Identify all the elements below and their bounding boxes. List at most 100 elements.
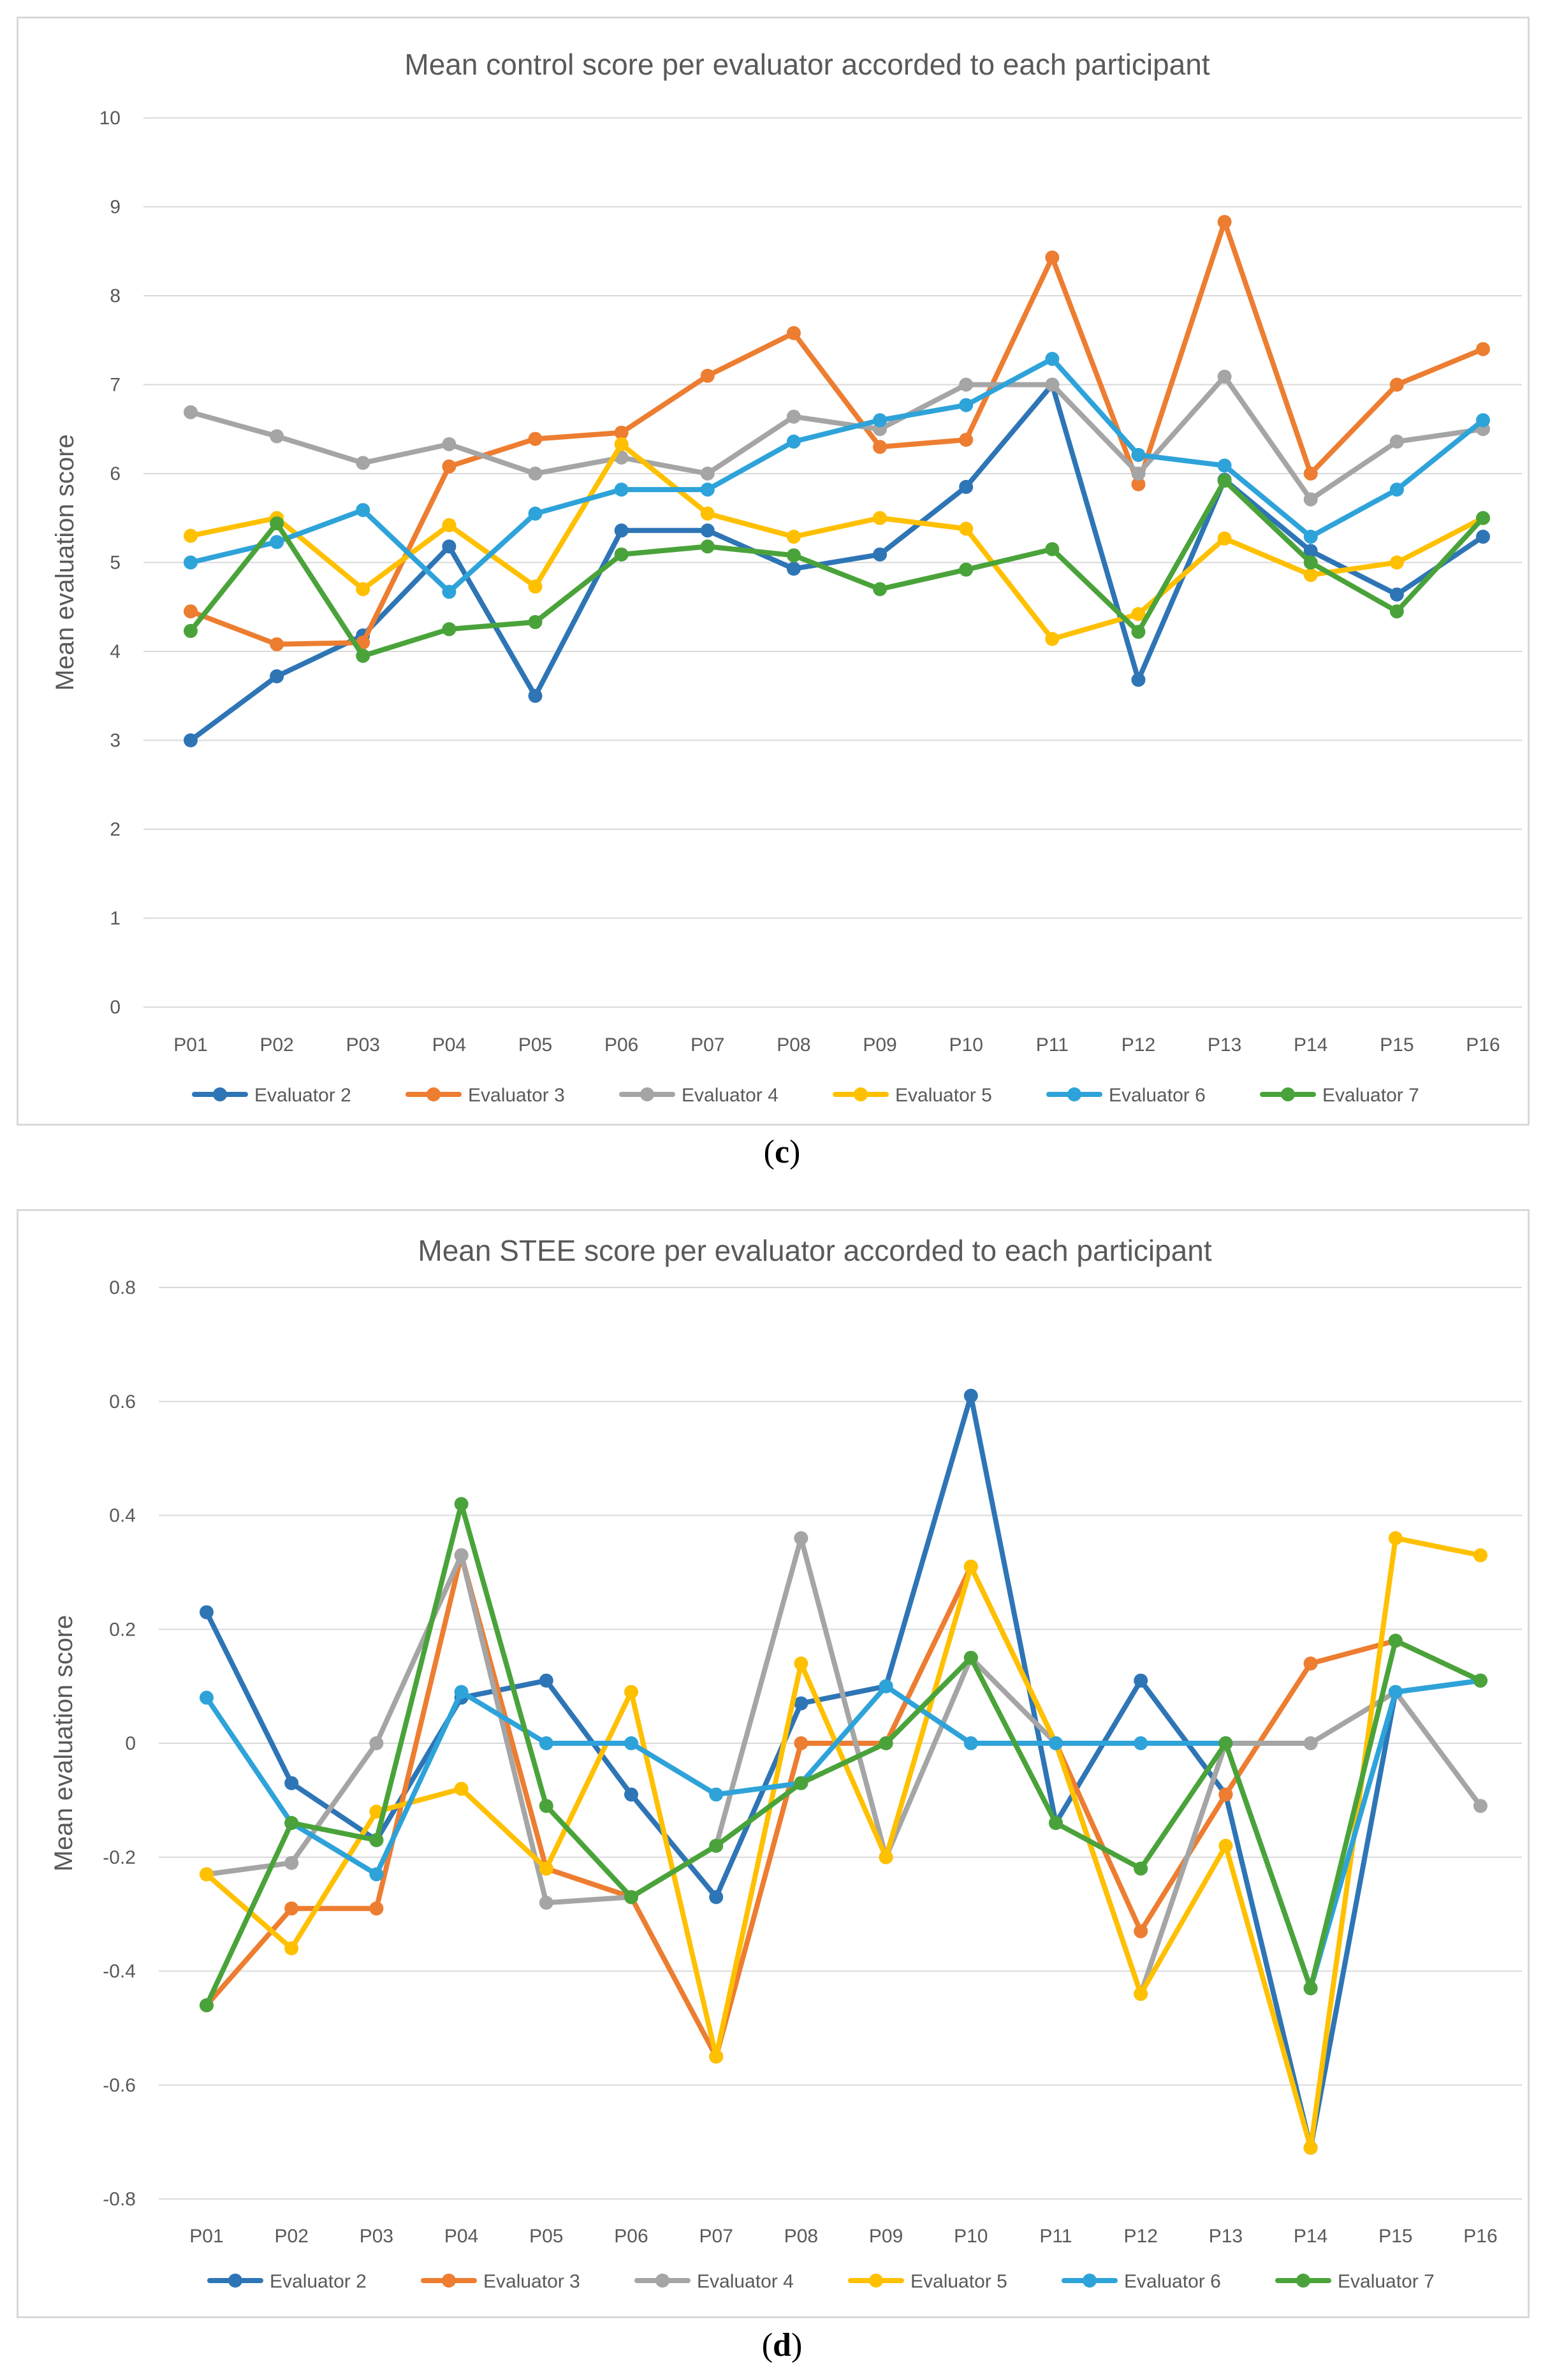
y-tick-label: 1 <box>110 908 121 929</box>
x-tick-label: P15 <box>1378 2226 1412 2247</box>
data-point <box>369 1832 384 1847</box>
data-point <box>1217 474 1232 488</box>
data-point <box>442 584 457 599</box>
data-point <box>1473 1799 1487 1813</box>
data-point <box>1134 1924 1148 1938</box>
data-point <box>614 523 629 538</box>
y-tick-label: 6 <box>110 463 121 484</box>
series-line-evaluator-3 <box>204 1553 1483 2059</box>
legend-label: Evaluator 4 <box>682 1085 778 1106</box>
y-tick-label: 3 <box>110 730 121 751</box>
legend-label: Evaluator 5 <box>910 2271 1007 2292</box>
x-tick-label: P07 <box>691 1034 724 1056</box>
y-axis-label: Mean evaluation score <box>50 1615 78 1871</box>
data-point <box>528 467 543 481</box>
data-point <box>700 506 715 521</box>
data-point <box>1303 1981 1318 1996</box>
legend-label: Evaluator 5 <box>895 1085 992 1106</box>
data-point <box>873 440 888 454</box>
data-point <box>1045 250 1060 265</box>
caption-c-letter: c <box>774 1134 790 1170</box>
data-point <box>528 432 543 446</box>
data-point <box>700 467 715 481</box>
data-point <box>1134 1987 1148 2001</box>
data-point <box>786 530 801 544</box>
legend-label: Evaluator 3 <box>483 2271 580 2292</box>
data-point <box>270 637 284 651</box>
series-line-evaluator-4 <box>188 374 1486 502</box>
data-point <box>1476 530 1490 544</box>
x-tick-label: P11 <box>1036 1034 1069 1056</box>
data-point <box>963 1650 978 1665</box>
legend-label: Evaluator 7 <box>1322 1085 1419 1106</box>
data-point <box>794 1736 808 1750</box>
legend-label: Evaluator 3 <box>468 1085 565 1106</box>
data-point <box>794 1656 808 1671</box>
legend-label: Evaluator 4 <box>697 2271 794 2292</box>
y-tick-label: 10 <box>99 108 121 129</box>
data-point <box>1131 467 1146 481</box>
data-point <box>528 688 543 703</box>
x-tick-label: P12 <box>1124 2226 1158 2247</box>
data-point <box>539 1861 553 1876</box>
legend-swatch-marker <box>228 2274 242 2288</box>
data-point <box>356 582 370 597</box>
data-point <box>454 1497 469 1511</box>
data-point <box>1303 568 1318 583</box>
data-point <box>1389 377 1404 392</box>
data-point <box>959 562 974 577</box>
chart-d: Mean STEE score per evaluator accorded t… <box>50 1234 1522 2292</box>
data-point <box>270 516 284 531</box>
x-tick-label: P16 <box>1463 2226 1497 2247</box>
data-point <box>1388 1685 1403 1699</box>
chart-title: Mean STEE score per evaluator accorded t… <box>418 1234 1211 1267</box>
legend-swatch-marker <box>640 1087 654 1101</box>
data-point <box>624 1685 638 1699</box>
legend-item-evaluator-2: Evaluator 2 <box>207 2271 367 2292</box>
legend-item-evaluator-7: Evaluator 7 <box>1275 2271 1435 2292</box>
data-point <box>963 1388 978 1403</box>
data-point <box>184 555 198 570</box>
legend-swatch-marker <box>1281 1087 1295 1101</box>
series-line-evaluator-5 <box>188 442 1486 642</box>
y-tick-label: -0.8 <box>103 2189 136 2210</box>
data-point <box>442 518 457 532</box>
data-point <box>442 437 457 451</box>
series-line-evaluator-7 <box>188 478 1486 658</box>
y-tick-label: 2 <box>110 819 121 840</box>
data-point <box>1217 369 1232 384</box>
data-point <box>356 503 370 518</box>
data-point <box>700 523 715 538</box>
data-point <box>709 1787 724 1802</box>
data-point <box>369 1867 384 1882</box>
x-tick-label: P10 <box>949 1034 983 1056</box>
data-point <box>270 535 284 549</box>
y-tick-label: -0.6 <box>103 2075 136 2096</box>
y-tick-label: 4 <box>110 641 121 662</box>
data-point <box>1218 1736 1233 1750</box>
data-point <box>963 1736 978 1750</box>
chart-c: Mean control score per evaluator accorde… <box>51 48 1522 1106</box>
data-point <box>184 528 198 543</box>
data-point <box>284 1941 299 1956</box>
y-tick-label: 0.8 <box>109 1277 136 1298</box>
x-tick-label: P16 <box>1466 1034 1500 1056</box>
data-point <box>1389 604 1404 619</box>
data-point <box>709 2049 724 2064</box>
x-tick-label: P09 <box>863 1034 896 1056</box>
data-point <box>786 548 801 563</box>
y-tick-label: 0.4 <box>109 1506 136 1527</box>
data-point <box>879 1736 893 1750</box>
data-point <box>1388 1531 1403 1546</box>
data-point <box>959 398 974 412</box>
data-point <box>528 506 543 521</box>
x-tick-label: P06 <box>604 1034 638 1056</box>
data-point <box>1303 544 1318 558</box>
y-tick-label: -0.4 <box>103 1961 136 1982</box>
data-point <box>700 539 715 554</box>
data-point <box>1389 434 1404 449</box>
legend-item-evaluator-6: Evaluator 6 <box>1046 1085 1206 1106</box>
legend-label: Evaluator 6 <box>1124 2271 1221 2292</box>
data-point <box>1131 625 1146 639</box>
data-point <box>624 1890 638 1905</box>
